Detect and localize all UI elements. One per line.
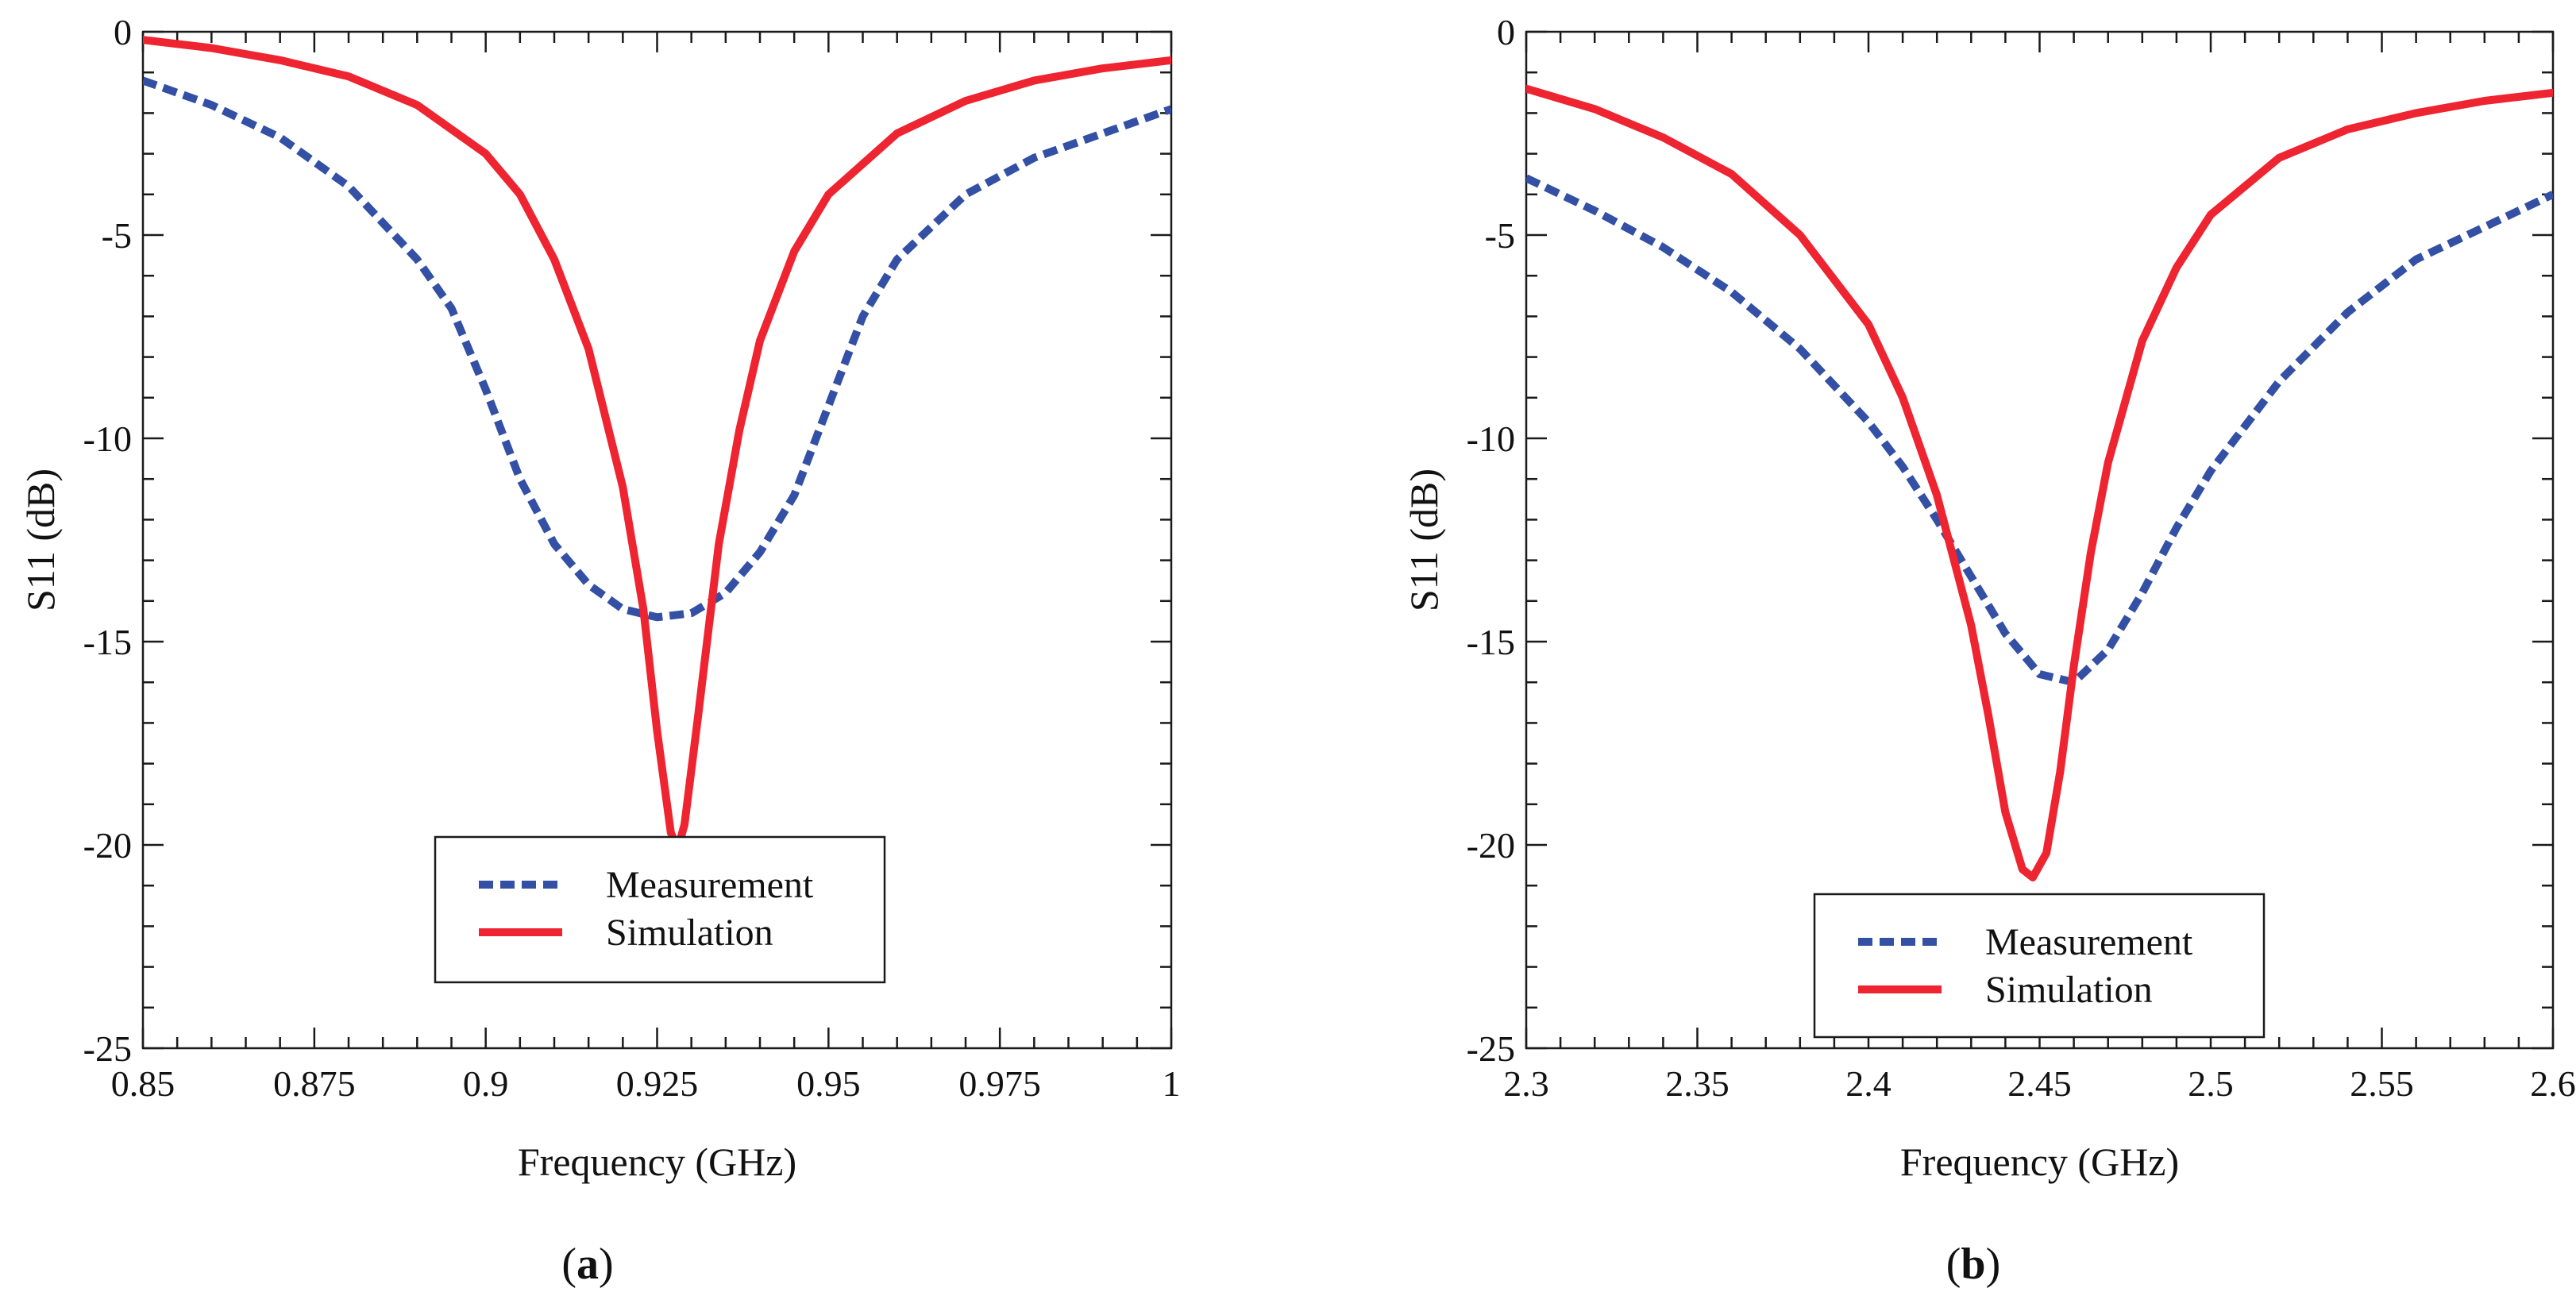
panel-caption-close: ) (1986, 1240, 2001, 1289)
y-tick-label: -25 (83, 1028, 132, 1069)
panel-a: 0 -5 -10 -15 -20 -250.85 0.875 0.9 0.925 0.95 0.97… (18, 12, 1181, 1289)
y-axis-label: S11 (dB) (1402, 469, 1446, 611)
series-line-measurement (143, 76, 1171, 622)
x-tick-label: 2.35 (1665, 1063, 1730, 1104)
y-tick-label: 0 (114, 12, 132, 52)
panel-caption-letter: b (1961, 1240, 1985, 1289)
y-tick-label: -5 (1485, 215, 1515, 256)
legend-label-simulation: Simulation (606, 912, 773, 954)
legend-label-simulation: Simulation (1985, 969, 2153, 1011)
x-tick-label: 2.3 (1503, 1063, 1549, 1104)
y-tick-label: -10 (83, 418, 132, 459)
x-tick-label: 2.5 (2188, 1063, 2234, 1104)
y-axis-label: S11 (dB) (18, 469, 63, 611)
panel-caption: (b) (1946, 1240, 2000, 1289)
x-tick-label: 0.85 (111, 1063, 175, 1104)
panel-b: 0 -5 -10 -15 -20 -252.3 2.35 2.4 2.45 2.5 2.55 2.6 F… (1402, 12, 2576, 1289)
series-group (1526, 84, 2553, 881)
panel-caption: (a) (561, 1240, 613, 1289)
panel-caption-open: ( (561, 1240, 577, 1289)
series-line-measurement (1526, 174, 2553, 687)
panel-caption-letter: a (577, 1240, 599, 1289)
x-tick-label: 2.45 (2007, 1063, 2072, 1104)
legend-box (434, 835, 886, 984)
y-tick-label: 0 (1497, 12, 1515, 52)
y-tick-label: -5 (102, 215, 132, 256)
series-line-simulation (143, 36, 1171, 854)
x-tick-label: 0.95 (796, 1063, 861, 1104)
legend-label-measurement: Measurement (1985, 921, 2193, 963)
legend-label-measurement: Measurement (606, 864, 814, 906)
x-tick-label: 2.6 (2530, 1063, 2576, 1104)
x-axis-label: Frequency (GHz) (518, 1140, 796, 1184)
series-group (143, 36, 1171, 854)
x-tick-label: 2.4 (1845, 1063, 1892, 1104)
x-tick-label: 0.875 (273, 1063, 356, 1104)
legend-box (1813, 893, 2266, 1039)
x-tick-label: 0.9 (463, 1063, 509, 1104)
panel-caption-close: ) (599, 1240, 614, 1289)
x-tick-label: 2.55 (2350, 1063, 2414, 1104)
x-tick-label: 0.975 (958, 1063, 1041, 1104)
x-tick-label: 0.925 (616, 1063, 699, 1104)
series-line-simulation (1526, 84, 2553, 881)
y-tick-label: -10 (1467, 418, 1515, 459)
y-tick-label: -15 (1467, 622, 1515, 662)
y-tick-label: -15 (83, 622, 132, 662)
y-tick-label: -25 (1467, 1028, 1515, 1069)
x-tick-label: 1 (1163, 1063, 1181, 1104)
y-tick-label: -20 (83, 825, 132, 866)
panel-caption-open: ( (1946, 1240, 1961, 1289)
x-axis-label: Frequency (GHz) (1900, 1140, 2179, 1184)
y-tick-label: -20 (1467, 825, 1515, 866)
